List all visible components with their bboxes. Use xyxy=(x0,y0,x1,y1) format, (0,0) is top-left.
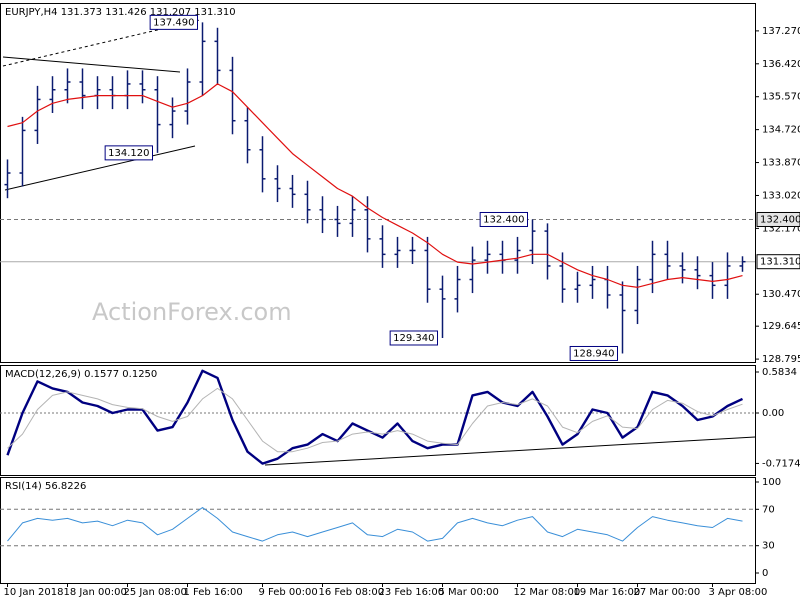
y-tick-label: 0 xyxy=(762,568,768,579)
y-tick-label: 134.720 xyxy=(762,125,800,136)
level-label-box xyxy=(756,254,800,270)
annotation-box xyxy=(569,345,618,361)
annotation-box xyxy=(389,330,438,346)
x-tick-label: 5 Mar 00:00 xyxy=(439,587,499,598)
indicator-line xyxy=(7,507,743,542)
panel-frame xyxy=(0,365,756,476)
y-tick-label: 100 xyxy=(762,477,781,488)
x-tick-label: 9 Feb 00:00 xyxy=(259,587,318,598)
indicator-line xyxy=(7,83,743,288)
y-tick-label: 129.645 xyxy=(762,321,800,332)
annotation-box xyxy=(479,211,528,227)
trend-line xyxy=(4,145,196,191)
annotation-box xyxy=(104,145,153,161)
x-tick-label: 25 Jan 08:00 xyxy=(124,587,187,598)
watermark: ActionForex.com xyxy=(92,298,292,326)
annotation-box xyxy=(149,14,198,30)
y-tick-label: 70 xyxy=(762,504,775,515)
x-tick-label: 27 Mar 00:00 xyxy=(634,587,701,598)
annotation-label: 134.120 xyxy=(108,148,149,159)
y-tick-label: 0.5834 xyxy=(762,367,797,378)
x-tick-label: 19 Mar 16:00 xyxy=(574,587,641,598)
level-label: 132.400 xyxy=(760,214,800,225)
y-tick-label: -0.7174 xyxy=(762,458,800,469)
trend-line xyxy=(264,436,756,466)
annotation-label: 129.340 xyxy=(393,333,434,344)
x-tick-label: 23 Feb 16:00 xyxy=(379,587,445,598)
panel-title: RSI(14) 56.8226 xyxy=(5,481,86,492)
annotation-label: 137.490 xyxy=(153,17,194,28)
x-tick-label: 18 Jan 00:00 xyxy=(64,587,127,598)
annotation-label: 132.400 xyxy=(483,214,524,225)
panel-frame xyxy=(0,477,756,584)
y-tick-label: 132.170 xyxy=(762,223,800,234)
x-tick-label: 12 Mar 08:00 xyxy=(514,587,581,598)
y-tick-label: 130.470 xyxy=(762,289,800,300)
x-tick-label: 16 Feb 08:00 xyxy=(319,587,385,598)
trend-line xyxy=(2,56,181,73)
y-tick-label: 137.270 xyxy=(762,26,800,37)
panel-title: EURJPY,H4 131.373 131.426 131.207 131.31… xyxy=(5,7,236,18)
y-tick-label: 135.570 xyxy=(762,92,800,103)
y-tick-label: 30 xyxy=(762,541,775,552)
panel-frame xyxy=(0,3,756,363)
indicator-line xyxy=(7,387,743,453)
y-tick-label: 128.795 xyxy=(762,354,800,365)
y-tick-label: 136.420 xyxy=(762,59,800,70)
annotation-label: 128.940 xyxy=(573,348,614,359)
y-tick-label: 133.870 xyxy=(762,158,800,169)
y-tick-label: 133.020 xyxy=(762,190,800,201)
panel-title: MACD(12,26,9) 0.1577 0.1250 xyxy=(5,369,157,380)
x-tick-label: 10 Jan 2018 xyxy=(4,587,64,598)
y-tick-label: 0.00 xyxy=(762,408,784,419)
level-label: 131.310 xyxy=(760,257,800,268)
indicator-line xyxy=(6,369,744,465)
x-tick-label: 3 Apr 08:00 xyxy=(709,587,768,598)
x-tick-label: 1 Feb 16:00 xyxy=(184,587,243,598)
level-label-box xyxy=(756,211,800,227)
